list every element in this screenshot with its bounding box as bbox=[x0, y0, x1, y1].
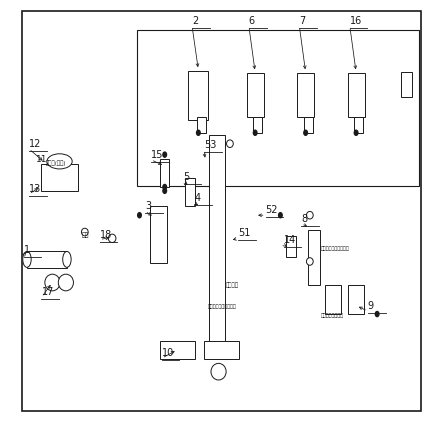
Text: 3: 3 bbox=[145, 201, 151, 211]
Text: 冷水塔(自动): 冷水塔(自动) bbox=[46, 161, 66, 166]
Text: 减压: 减压 bbox=[82, 233, 89, 238]
Bar bbox=[150, 206, 167, 262]
Text: 52: 52 bbox=[266, 205, 278, 215]
Bar bbox=[27, 251, 67, 268]
Text: 2: 2 bbox=[192, 16, 198, 26]
Text: 7: 7 bbox=[299, 16, 306, 26]
Bar bbox=[41, 164, 78, 191]
Ellipse shape bbox=[253, 130, 258, 136]
Bar bbox=[348, 73, 365, 117]
Text: 53: 53 bbox=[204, 140, 216, 150]
Bar bbox=[197, 117, 206, 133]
Bar bbox=[325, 285, 341, 314]
Bar bbox=[160, 159, 169, 187]
Text: 不合格酒精回蒸料储罐: 不合格酒精回蒸料储罐 bbox=[208, 303, 237, 308]
Text: 11: 11 bbox=[35, 155, 47, 164]
Ellipse shape bbox=[354, 130, 359, 136]
Bar bbox=[354, 117, 363, 133]
Bar bbox=[286, 236, 296, 257]
Ellipse shape bbox=[278, 212, 283, 219]
Ellipse shape bbox=[303, 130, 308, 136]
Text: 16: 16 bbox=[350, 16, 362, 26]
Text: 1: 1 bbox=[24, 245, 30, 255]
Bar bbox=[308, 230, 320, 284]
Text: 13: 13 bbox=[29, 184, 41, 194]
Text: 51: 51 bbox=[238, 228, 251, 238]
Bar bbox=[297, 73, 314, 117]
Bar bbox=[253, 117, 262, 133]
Ellipse shape bbox=[162, 187, 167, 194]
Bar bbox=[303, 117, 313, 133]
Text: 5: 5 bbox=[184, 172, 190, 181]
Text: 4: 4 bbox=[194, 192, 200, 203]
Ellipse shape bbox=[375, 311, 380, 317]
Text: 合格酒精生产车间: 合格酒精生产车间 bbox=[320, 313, 343, 318]
Bar bbox=[247, 73, 264, 117]
Bar bbox=[137, 30, 419, 186]
Ellipse shape bbox=[109, 234, 116, 243]
Bar bbox=[185, 179, 195, 206]
Bar bbox=[160, 341, 194, 359]
Bar bbox=[401, 72, 412, 97]
Ellipse shape bbox=[307, 258, 313, 265]
Ellipse shape bbox=[82, 228, 88, 236]
Bar bbox=[204, 341, 239, 359]
Ellipse shape bbox=[162, 151, 167, 158]
Ellipse shape bbox=[162, 184, 167, 190]
Text: 9: 9 bbox=[368, 301, 374, 311]
Ellipse shape bbox=[47, 154, 72, 169]
Ellipse shape bbox=[23, 252, 31, 267]
Text: 8: 8 bbox=[301, 214, 307, 224]
Text: 18: 18 bbox=[100, 230, 112, 240]
Bar bbox=[348, 285, 364, 314]
Bar bbox=[209, 135, 225, 346]
Ellipse shape bbox=[137, 212, 142, 219]
Text: 12: 12 bbox=[29, 139, 41, 149]
Text: 10: 10 bbox=[162, 348, 174, 358]
Ellipse shape bbox=[196, 130, 201, 136]
Text: 15: 15 bbox=[151, 150, 163, 160]
Ellipse shape bbox=[63, 252, 71, 267]
Ellipse shape bbox=[226, 140, 233, 147]
Text: 17: 17 bbox=[42, 287, 54, 297]
Ellipse shape bbox=[58, 274, 74, 291]
Ellipse shape bbox=[211, 363, 226, 380]
Text: 工业蒸汽: 工业蒸汽 bbox=[225, 282, 239, 287]
Text: 6: 6 bbox=[249, 16, 255, 26]
Text: 14: 14 bbox=[284, 235, 296, 245]
Ellipse shape bbox=[45, 274, 60, 291]
Text: 不合格酒精回蒸料储罐: 不合格酒精回蒸料储罐 bbox=[320, 246, 349, 251]
Bar bbox=[188, 71, 209, 119]
Ellipse shape bbox=[307, 211, 313, 219]
